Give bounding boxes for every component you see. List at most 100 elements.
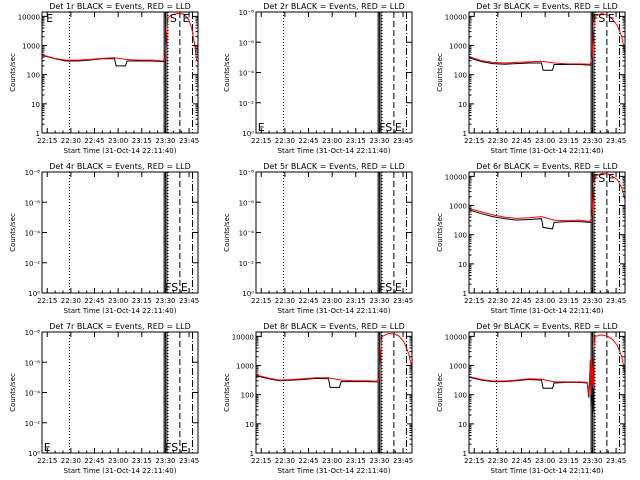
event-marker-label: E [46, 12, 53, 25]
y-tick-label: 10⁻² [239, 100, 255, 108]
x-tick-label: 22:15 [37, 457, 57, 465]
x-tick-label: 23:45 [179, 297, 199, 305]
y-tick-label: 10⁻⁴ [239, 230, 255, 238]
y-tick-label: 1000 [449, 203, 467, 211]
x-tick-label: 23:15 [559, 297, 579, 305]
x-tick-label: 22:45 [511, 457, 531, 465]
plot-frame [41, 331, 199, 454]
x-tick-label: 22:30 [275, 137, 295, 145]
y-tick-label: 100 [27, 72, 40, 80]
x-tick-label: 23:45 [179, 137, 199, 145]
plot-frame [41, 11, 199, 134]
plot-area: FS E [469, 12, 625, 133]
x-tick-label: 23:00 [108, 137, 128, 145]
x-tick-label: 23:00 [322, 457, 342, 465]
x-tick-label: 23:15 [559, 137, 579, 145]
y-tick-label: 10⁰ [28, 290, 40, 298]
y-axis-label: Counts/sec [9, 53, 17, 92]
plot-frame [41, 171, 199, 294]
event-marker-label: FS [592, 172, 605, 185]
plot-area: FS E [283, 172, 407, 294]
x-tick-label: 23:15 [132, 457, 152, 465]
x-tick-label: 23:30 [369, 297, 389, 305]
x-tick-label: 22:45 [84, 457, 104, 465]
x-tick-label: 23:30 [582, 297, 602, 305]
y-tick-label: 10⁻⁶ [239, 39, 255, 47]
x-axis-label: Start Time (31-Oct-14 22:11:40) [278, 467, 391, 475]
x-tick-label: 23:30 [369, 137, 389, 145]
x-tick-label: 22:30 [61, 457, 81, 465]
plot-frame [255, 331, 413, 454]
panel-title: Det 6r BLACK = Events, RED = LLD [476, 162, 618, 171]
y-tick-label: 10000 [232, 333, 254, 341]
event-marker-label: E [258, 121, 265, 134]
panel-title: Det 1r BLACK = Events, RED = LLD [49, 2, 191, 11]
y-axis-label: Counts/sec [436, 53, 444, 92]
y-tick-label: 10⁻⁶ [25, 199, 41, 207]
x-tick-label: 22:45 [298, 137, 318, 145]
y-axis-label: Counts/sec [436, 213, 444, 252]
lld-series-line [469, 12, 625, 65]
y-tick-label: 10 [458, 261, 467, 269]
event-marker-label: E [181, 441, 188, 454]
event-marker-label: E [182, 12, 189, 25]
y-axis-label: Counts/sec [223, 213, 231, 252]
x-tick-label: 22:30 [275, 297, 295, 305]
x-tick-label: 22:30 [61, 297, 81, 305]
plot-area [256, 332, 412, 453]
x-tick-label: 23:00 [535, 457, 555, 465]
x-tick-label: 23:15 [559, 457, 579, 465]
x-axis-label: Start Time (31-Oct-14 22:11:40) [491, 307, 604, 315]
panel-title: Det 2r BLACK = Events, RED = LLD [263, 2, 405, 11]
x-tick-label: 22:15 [37, 137, 57, 145]
y-tick-label: 10 [31, 101, 40, 109]
y-tick-label: 10⁻⁶ [25, 359, 41, 367]
x-tick-label: 22:15 [37, 297, 57, 305]
y-tick-label: 10000 [445, 333, 467, 341]
x-tick-label: 23:45 [393, 297, 413, 305]
events-series-line [469, 57, 592, 71]
plot-area [469, 332, 625, 453]
y-tick-label: 10⁻⁸ [239, 9, 255, 17]
y-tick-label: 10000 [445, 173, 467, 181]
y-tick-label: 100 [454, 392, 467, 400]
y-tick-label: 10⁻² [239, 260, 255, 268]
events-series-line [42, 54, 165, 67]
y-tick-label: 10⁰ [242, 130, 254, 138]
plot-frame [468, 11, 626, 134]
y-tick-label: 100 [454, 72, 467, 80]
plot-frame [255, 171, 413, 294]
panel-title: Det 3r BLACK = Events, RED = LLD [476, 2, 618, 11]
x-tick-label: 22:30 [488, 297, 508, 305]
x-tick-label: 23:00 [322, 137, 342, 145]
x-tick-label: 23:45 [393, 137, 413, 145]
event-marker-label: FS [165, 441, 178, 454]
y-axis-label: Counts/sec [9, 213, 17, 252]
y-tick-label: 10⁻⁴ [239, 70, 255, 78]
y-tick-label: 10 [458, 101, 467, 109]
plot-frame [468, 171, 626, 294]
panel-det-9r: Det 9r BLACK = Events, RED = LLD 1 10 100 10… [436, 322, 626, 475]
x-tick-label: 22:45 [511, 137, 531, 145]
y-tick-label: 1 [463, 130, 467, 138]
x-tick-label: 23:00 [108, 297, 128, 305]
events-series-line [469, 368, 596, 413]
event-marker-label: E [608, 12, 615, 25]
x-tick-label: 22:15 [251, 137, 271, 145]
x-tick-label: 23:30 [155, 297, 175, 305]
event-marker-label: E [395, 281, 402, 294]
y-tick-label: 1000 [449, 363, 467, 371]
x-tick-label: 23:00 [322, 297, 342, 305]
plot-area: FS E [69, 172, 193, 293]
x-tick-label: 23:15 [346, 297, 366, 305]
panel-det-8r: Det 8r BLACK = Events, RED = LLD 1 10 100 10… [223, 322, 413, 475]
events-series-line [256, 375, 379, 388]
x-tick-label: 23:45 [606, 297, 626, 305]
y-tick-label: 10⁻⁴ [25, 230, 41, 238]
x-tick-label: 23:00 [535, 137, 555, 145]
x-tick-label: 22:15 [464, 297, 484, 305]
x-tick-label: 23:45 [606, 457, 626, 465]
